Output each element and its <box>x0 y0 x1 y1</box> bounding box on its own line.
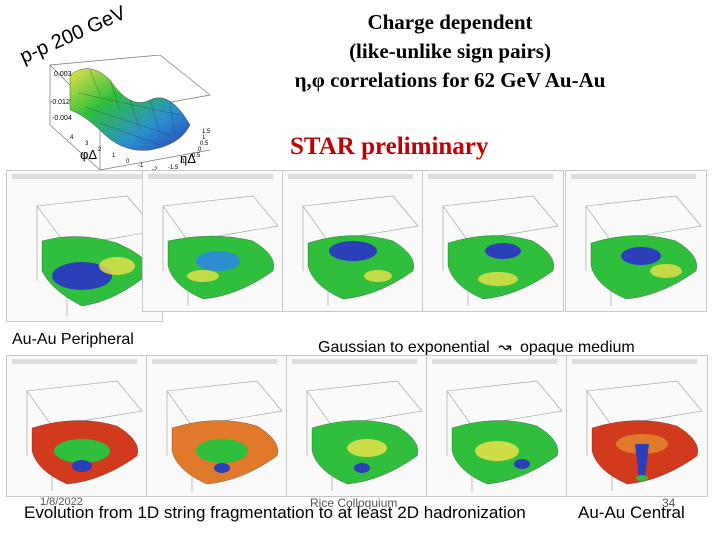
pp-eta-tick-4: 0 <box>198 147 202 153</box>
title-line-2: (like-unlike sign pairs) <box>349 39 551 63</box>
pp-eta-tick-2: 1 <box>202 135 206 141</box>
surface-plot-r1-c1 <box>6 170 163 322</box>
pp-eta-tick-7: -1.5 <box>168 165 179 171</box>
surface-plot-r2-c4 <box>426 355 568 497</box>
footer-date: 1/8/2022 <box>40 496 83 508</box>
title-line-1: Charge dependent <box>367 10 533 34</box>
pp-phi-tick-1: 4 <box>70 135 74 141</box>
pp-eta-tick-6: -1 <box>180 159 186 165</box>
footer-right-text: Au-Au Central <box>578 503 685 522</box>
pp-z-tick-2: -0.012 <box>50 99 70 106</box>
slide-title: Charge dependent (like-unlike sign pairs… <box>250 8 650 95</box>
pp-z-tick-1: 0.003 <box>54 71 72 78</box>
footer-main-text: Evolution from 1D string fragmentation t… <box>24 503 526 522</box>
pp-phi-label: φΔ <box>80 147 98 162</box>
surface-plot-r1-c2 <box>142 170 284 312</box>
pp-eta-tick-1: 1.5 <box>202 129 211 135</box>
pp-surface-plot: 0.003 -0.012 -0.004 φΔ ηΔ 4 3 2 1 0 -1 1… <box>30 54 220 175</box>
pp-phi-tick-2: 3 <box>85 141 89 147</box>
surface-plot-r1-c4 <box>422 170 564 312</box>
caption-opaque: Gaussian to exponential ↝ opaque medium <box>318 337 635 357</box>
pp-z-tick-3: -0.004 <box>52 115 72 122</box>
arrow-icon: ↝ <box>498 339 512 356</box>
surface-plot-r2-c1 <box>6 355 148 497</box>
surface-plot-r2-c3 <box>286 355 428 497</box>
pp-eta-tick-3: 0.5 <box>200 141 209 147</box>
surface-plot-r1-c3 <box>282 170 424 312</box>
pp-eta-label: ηΔ <box>180 151 196 166</box>
caption-peripheral: Au-Au Peripheral <box>12 331 134 348</box>
caption-opaque-lead: Gaussian to exponential <box>318 339 490 356</box>
footer-venue: Rice Colloquium <box>310 496 398 510</box>
surface-plot-r2-c5 <box>566 355 708 497</box>
footer-page-number: 34 <box>662 496 676 510</box>
surface-plot-r1-c5 <box>565 170 707 312</box>
title-line-3: η,φ correlations for 62 GeV Au-Au <box>294 68 606 92</box>
pp-phi-tick-5: 0 <box>126 159 130 165</box>
caption-opaque-tail: opaque medium <box>519 339 635 356</box>
pp-eta-tick-5: -0.5 <box>190 153 201 159</box>
star-preliminary-label: STAR preliminary <box>290 133 489 160</box>
pp-phi-tick-6: -1 <box>138 163 144 169</box>
pp-phi-tick-4: 1 <box>112 153 116 159</box>
pp-phi-tick-3: 2 <box>98 147 102 153</box>
surface-plot-r2-c2 <box>146 355 288 497</box>
